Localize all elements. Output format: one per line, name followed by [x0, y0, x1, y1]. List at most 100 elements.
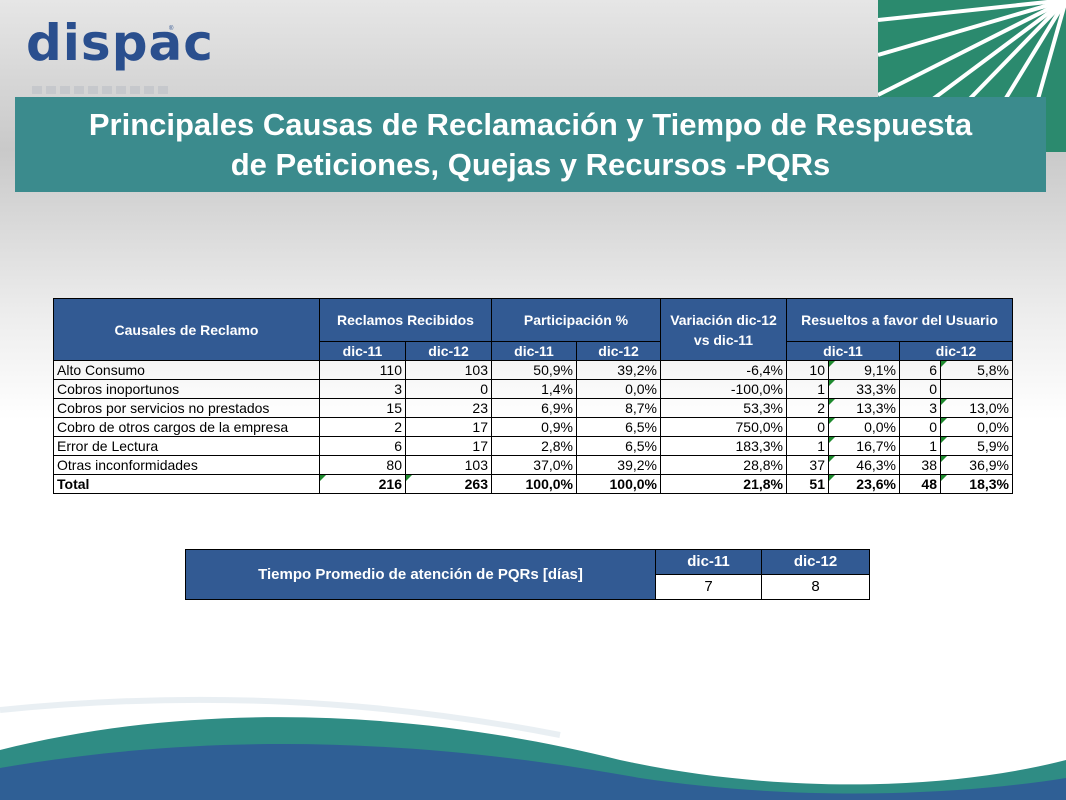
- response-time-value-dic12: 8: [761, 574, 870, 600]
- cell-share-dic11: 37,0%: [491, 455, 577, 475]
- cell-share-dic12: 39,2%: [576, 455, 661, 475]
- cell-received-dic12: 103: [405, 360, 492, 380]
- cell-resolved-dic11-pct: 46,3%: [828, 455, 900, 475]
- cell-share-dic11: 100,0%: [491, 474, 577, 494]
- cell-share-dic11: 50,9%: [491, 360, 577, 380]
- cell-resolved-dic12-count: 0: [899, 417, 941, 437]
- cell-received-dic11: 110: [319, 360, 406, 380]
- table-row-total: Total 216 263 100,0% 100,0% 21,8% 51 23,…: [53, 474, 1013, 494]
- cell-cause: Error de Lectura: [53, 436, 320, 456]
- cell-variation: 28,8%: [660, 455, 787, 475]
- cell-resolved-dic11-count: 1: [786, 379, 829, 399]
- cell-share-dic12: 39,2%: [576, 360, 661, 380]
- cell-received-dic12: 263: [405, 474, 492, 494]
- table-row: Cobros por servicios no prestados 15 23 6,9…: [53, 398, 1013, 418]
- cell-cause: Cobro de otros cargos de la empresa: [53, 417, 320, 437]
- table-row: Cobro de otros cargos de la empresa 2 17 0,…: [53, 417, 1013, 437]
- cell-resolved-dic11-count: 1: [786, 436, 829, 456]
- cell-received-dic12: 103: [405, 455, 492, 475]
- cell-variation: 750,0%: [660, 417, 787, 437]
- header-share-dic11: dic-11: [491, 341, 577, 361]
- footer-wave-decoration: [0, 696, 1066, 800]
- cell-resolved-dic11-pct: 0,0%: [828, 417, 900, 437]
- cell-received-dic12: 17: [405, 417, 492, 437]
- cell-resolved-dic12-count: 38: [899, 455, 941, 475]
- cell-share-dic12: 6,5%: [576, 417, 661, 437]
- cell-received-dic11: 216: [319, 474, 406, 494]
- cell-share-dic12: 8,7%: [576, 398, 661, 418]
- cell-resolved-dic12-pct: 0,0%: [940, 417, 1013, 437]
- cell-received-dic12: 0: [405, 379, 492, 399]
- cell-share-dic12: 6,5%: [576, 436, 661, 456]
- table-row: Otras inconformidades 80 103 37,0% 39,2% 28,8…: [53, 455, 1013, 475]
- cell-received-dic11: 3: [319, 379, 406, 399]
- claims-table-body: Alto Consumo 110 103 50,9% 39,2% -6,4% 10 9,1% 6…: [53, 360, 1013, 475]
- cell-variation: 183,3%: [660, 436, 787, 456]
- cell-share-dic11: 2,8%: [491, 436, 577, 456]
- cell-resolved-dic11-count: 2: [786, 398, 829, 418]
- logo-reflection: [32, 86, 172, 94]
- response-time-table: Tiempo Promedio de atención de PQRs [día…: [185, 549, 870, 600]
- cell-share-dic11: 6,9%: [491, 398, 577, 418]
- cell-resolved-dic11-pct: 9,1%: [828, 360, 900, 380]
- header-share-dic12: dic-12: [576, 341, 661, 361]
- cell-share-dic12: 0,0%: [576, 379, 661, 399]
- cell-received-dic12: 23: [405, 398, 492, 418]
- response-time-value-dic11: 7: [655, 574, 762, 600]
- cell-share-dic11: 1,4%: [491, 379, 577, 399]
- cell-resolved-dic11-count: 51: [786, 474, 829, 494]
- cell-resolved-dic12-count: 0: [899, 379, 941, 399]
- title-banner: Principales Causas de Reclamación y Tiem…: [15, 97, 1046, 192]
- table-row: Error de Lectura 6 17 2,8% 6,5% 183,3% 1 16,7% 1…: [53, 436, 1013, 456]
- cell-cause: Total: [53, 474, 320, 494]
- response-time-header-dic12: dic-12: [761, 549, 870, 575]
- cell-received-dic12: 17: [405, 436, 492, 456]
- cell-resolved-dic12-count: 1: [899, 436, 941, 456]
- title-line-2: de Peticiones, Quejas y Recursos -PQRs: [230, 146, 831, 182]
- dispac-logo: dispac ®: [26, 8, 213, 94]
- header-variation: Variación dic-12 vs dic-11: [660, 298, 787, 361]
- cell-share-dic12: 100,0%: [576, 474, 661, 494]
- cell-cause: Otras inconformidades: [53, 455, 320, 475]
- cell-variation: 53,3%: [660, 398, 787, 418]
- cell-resolved-dic12-pct: 36,9%: [940, 455, 1013, 475]
- cell-resolved-dic12-pct: 13,0%: [940, 398, 1013, 418]
- cell-variation: 21,8%: [660, 474, 787, 494]
- header-resolved: Resueltos a favor del Usuario: [786, 298, 1013, 342]
- cell-resolved-dic12-count: 48: [899, 474, 941, 494]
- cell-resolved-dic11-pct: 13,3%: [828, 398, 900, 418]
- cell-share-dic11: 0,9%: [491, 417, 577, 437]
- header-resolved-dic11: dic-11: [786, 341, 900, 361]
- cell-resolved-dic11-count: 37: [786, 455, 829, 475]
- response-time-header-dic11: dic-11: [655, 549, 762, 575]
- header-cause: Causales de Reclamo: [53, 298, 320, 361]
- cell-resolved-dic12-pct: 18,3%: [940, 474, 1013, 494]
- page-title: Principales Causas de Reclamación y Tiem…: [89, 105, 972, 185]
- cell-resolved-dic11-pct: 23,6%: [828, 474, 900, 494]
- cell-received-dic11: 80: [319, 455, 406, 475]
- logo-text: dispac: [26, 14, 214, 72]
- cell-resolved-dic12-count: 3: [899, 398, 941, 418]
- cell-resolved-dic12-pct: 5,8%: [940, 360, 1013, 380]
- claims-table: Causales de Reclamo Reclamos Recibidos P…: [53, 298, 1013, 494]
- cell-resolved-dic12-count: 6: [899, 360, 941, 380]
- cell-variation: -100,0%: [660, 379, 787, 399]
- header-received-dic12: dic-12: [405, 341, 492, 361]
- header-resolved-dic12: dic-12: [899, 341, 1013, 361]
- cell-received-dic11: 2: [319, 417, 406, 437]
- header-received: Reclamos Recibidos: [319, 298, 492, 342]
- cell-resolved-dic12-pct: 5,9%: [940, 436, 1013, 456]
- cell-received-dic11: 15: [319, 398, 406, 418]
- header-received-dic11: dic-11: [319, 341, 406, 361]
- cell-resolved-dic12-pct: [940, 379, 1013, 399]
- cell-cause: Alto Consumo: [53, 360, 320, 380]
- cell-variation: -6,4%: [660, 360, 787, 380]
- cell-resolved-dic11-count: 0: [786, 417, 829, 437]
- table-row: Alto Consumo 110 103 50,9% 39,2% -6,4% 10 9,1% 6…: [53, 360, 1013, 380]
- cell-cause: Cobros por servicios no prestados: [53, 398, 320, 418]
- title-line-1: Principales Causas de Reclamación y Tiem…: [88, 106, 973, 142]
- response-time-label: Tiempo Promedio de atención de PQRs [día…: [185, 549, 656, 600]
- cell-cause: Cobros inoportunos: [53, 379, 320, 399]
- cell-received-dic11: 6: [319, 436, 406, 456]
- logo-trademark: ®: [169, 26, 174, 32]
